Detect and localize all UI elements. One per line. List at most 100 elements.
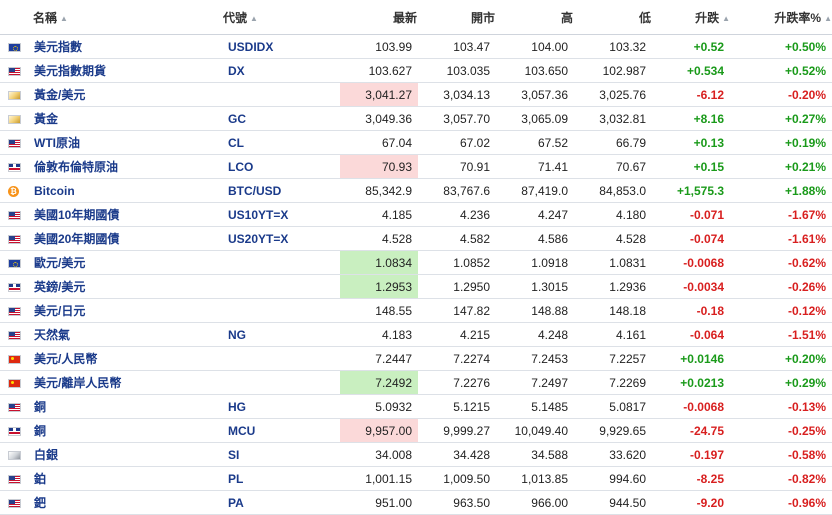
open-price: 1,009.50 bbox=[418, 466, 496, 491]
instrument-code-link[interactable]: NG bbox=[222, 322, 340, 347]
silver-icon bbox=[8, 450, 21, 460]
instrument-name-link[interactable]: 美元指數期貨 bbox=[32, 58, 222, 83]
table-row[interactable]: 美元/日元 148.55 147.82 148.88 148.18 -0.18 -0.12% bbox=[0, 298, 832, 323]
table-row[interactable]: 美元/離岸人民幣 7.2492 7.2276 7.2497 7.2269 +0.0213 +… bbox=[0, 370, 832, 395]
sort-by-last-header[interactable]: 最新 bbox=[340, 0, 418, 35]
price-change-pct: +0.19% bbox=[730, 130, 832, 155]
instrument-name-link[interactable]: WTI原油 bbox=[32, 130, 222, 155]
sort-by-low-header[interactable]: 低 bbox=[574, 0, 652, 35]
last-price: 67.04 bbox=[340, 130, 418, 155]
table-row[interactable]: 美元指數 USDIDX 103.99 103.47 104.00 103.32 +0.52 +… bbox=[0, 34, 832, 59]
gold-icon bbox=[8, 114, 21, 124]
instrument-name-link[interactable]: Bitcoin bbox=[32, 178, 222, 203]
sort-by-code-header[interactable]: 代號 ▲ bbox=[222, 0, 340, 35]
table-row[interactable]: 英鎊/美元 1.2953 1.2950 1.3015 1.2936 -0.0034 -0.2… bbox=[0, 274, 832, 299]
open-price: 4.582 bbox=[418, 226, 496, 251]
row-icon-cell bbox=[0, 202, 32, 227]
instrument-code-link[interactable]: US20YT=X bbox=[222, 226, 340, 251]
instrument-name-link[interactable]: 美國10年期國債 bbox=[32, 202, 222, 227]
instrument-name-link[interactable]: 天然氣 bbox=[32, 322, 222, 347]
table-row[interactable]: 銅 HG 5.0932 5.1215 5.1485 5.0817 -0.0068 -0.13% bbox=[0, 394, 832, 419]
table-row[interactable]: 歐元/美元 1.0834 1.0852 1.0918 1.0831 -0.0068 -0.6… bbox=[0, 250, 832, 275]
us-flag-icon bbox=[8, 402, 21, 412]
low-price: 4.528 bbox=[574, 226, 652, 251]
instrument-code-link[interactable] bbox=[222, 250, 340, 275]
last-price: 1.0834 bbox=[340, 250, 418, 275]
table-row[interactable]: 黃金 GC 3,049.36 3,057.70 3,065.09 3,032.81 +8.1… bbox=[0, 106, 832, 131]
table-row[interactable]: 美元/人民幣 7.2447 7.2274 7.2453 7.2257 +0.0146 +0.… bbox=[0, 346, 832, 371]
sort-arrows-icon: ▲ bbox=[250, 13, 258, 23]
table-row[interactable]: 鉑 PL 1,001.15 1,009.50 1,013.85 994.60 -8.25 -0… bbox=[0, 466, 832, 491]
high-price: 87,419.0 bbox=[496, 178, 574, 203]
price-change: -6.12 bbox=[652, 82, 730, 107]
instrument-code-link[interactable] bbox=[222, 274, 340, 299]
open-price: 103.47 bbox=[418, 34, 496, 59]
instrument-name-link[interactable]: 白銀 bbox=[32, 442, 222, 467]
table-row[interactable]: 黃金/美元 3,041.27 3,034.13 3,057.36 3,025.76 -6.… bbox=[0, 82, 832, 107]
low-price: 84,853.0 bbox=[574, 178, 652, 203]
sort-by-name-header[interactable]: 名稱 ▲ bbox=[32, 0, 222, 35]
instrument-name-link[interactable]: 倫敦布倫特原油 bbox=[32, 154, 222, 179]
table-row[interactable]: 天然氣 NG 4.183 4.215 4.248 4.161 -0.064 -1.51% bbox=[0, 322, 832, 347]
table-row[interactable]: 美國20年期國債 US20YT=X 4.528 4.582 4.586 4.528 -0.0… bbox=[0, 226, 832, 251]
uk-flag-icon bbox=[8, 162, 21, 172]
instrument-name-link[interactable]: 美元/人民幣 bbox=[32, 346, 222, 371]
table-row[interactable]: ₿ Bitcoin BTC/USD 85,342.9 83,767.6 87,419.0 8… bbox=[0, 178, 832, 203]
price-change: +0.0213 bbox=[652, 370, 730, 395]
sort-by-change-pct-header[interactable]: 升跌率% ▲ bbox=[730, 0, 832, 35]
instrument-code-link[interactable]: DX bbox=[222, 58, 340, 83]
last-price: 7.2447 bbox=[340, 346, 418, 371]
sort-by-high-header[interactable]: 高 bbox=[496, 0, 574, 35]
instrument-name-link[interactable]: 美元指數 bbox=[32, 34, 222, 59]
sort-by-open-header[interactable]: 開市 bbox=[418, 0, 496, 35]
instrument-code-link[interactable]: PL bbox=[222, 466, 340, 491]
price-change: +0.52 bbox=[652, 34, 730, 59]
sort-by-change-header[interactable]: 升跌 ▲ bbox=[652, 0, 730, 35]
last-price: 1,001.15 bbox=[340, 466, 418, 491]
last-price: 34.008 bbox=[340, 442, 418, 467]
instrument-code-link[interactable]: USDIDX bbox=[222, 34, 340, 59]
last-price: 148.55 bbox=[340, 298, 418, 323]
instrument-name-link[interactable]: 歐元/美元 bbox=[32, 250, 222, 275]
instrument-code-link[interactable]: CL bbox=[222, 130, 340, 155]
instrument-code-link[interactable] bbox=[222, 346, 340, 371]
high-price: 67.52 bbox=[496, 130, 574, 155]
instrument-name-link[interactable]: 英鎊/美元 bbox=[32, 274, 222, 299]
instrument-code-link[interactable]: HG bbox=[222, 394, 340, 419]
instrument-code-link[interactable] bbox=[222, 370, 340, 395]
price-change: -8.25 bbox=[652, 466, 730, 491]
instrument-name-link[interactable]: 鉑 bbox=[32, 466, 222, 491]
instrument-code-link[interactable] bbox=[222, 298, 340, 323]
instrument-name-link[interactable]: 美元/離岸人民幣 bbox=[32, 370, 222, 395]
instrument-code-link[interactable] bbox=[222, 82, 340, 107]
instrument-code-link[interactable]: BTC/USD bbox=[222, 178, 340, 203]
cn-flag-icon bbox=[8, 378, 21, 388]
price-change: +0.0146 bbox=[652, 346, 730, 371]
instrument-name-link[interactable]: 美元/日元 bbox=[32, 298, 222, 323]
instrument-code-link[interactable]: GC bbox=[222, 106, 340, 131]
instrument-code-link[interactable]: SI bbox=[222, 442, 340, 467]
price-change-pct: +0.29% bbox=[730, 370, 832, 395]
table-row[interactable]: 美元指數期貨 DX 103.627 103.035 103.650 102.987 +0.5… bbox=[0, 58, 832, 83]
table-row[interactable]: 白銀 SI 34.008 34.428 34.588 33.620 -0.197 -0.58% bbox=[0, 442, 832, 467]
instrument-name-link[interactable]: 美國20年期國債 bbox=[32, 226, 222, 251]
instrument-name-link[interactable]: 鈀 bbox=[32, 490, 222, 515]
table-body: 美元指數 USDIDX 103.99 103.47 104.00 103.32 +0.52 +… bbox=[0, 34, 832, 515]
low-price: 1.0831 bbox=[574, 250, 652, 275]
instrument-name-link[interactable]: 黃金/美元 bbox=[32, 82, 222, 107]
instrument-name-link[interactable]: 銅 bbox=[32, 418, 222, 443]
table-row[interactable]: WTI原油 CL 67.04 67.02 67.52 66.79 +0.13 +0.19% bbox=[0, 130, 832, 155]
table-row[interactable]: 美國10年期國債 US10YT=X 4.185 4.236 4.247 4.180 -0.0… bbox=[0, 202, 832, 227]
table-row[interactable]: 倫敦布倫特原油 LCO 70.93 70.91 71.41 70.67 +0.15 +0.21… bbox=[0, 154, 832, 179]
instrument-name-link[interactable]: 黃金 bbox=[32, 106, 222, 131]
instrument-name-link[interactable]: 銅 bbox=[32, 394, 222, 419]
table-row[interactable]: 銅 MCU 9,957.00 9,999.27 10,049.40 9,929.65 -24… bbox=[0, 418, 832, 443]
instrument-code-link[interactable]: LCO bbox=[222, 154, 340, 179]
flag-column-header bbox=[0, 0, 32, 35]
table-row[interactable]: 鈀 PA 951.00 963.50 966.00 944.50 -9.20 -0.96% bbox=[0, 490, 832, 515]
instrument-code-link[interactable]: MCU bbox=[222, 418, 340, 443]
price-change: -0.074 bbox=[652, 226, 730, 251]
instrument-code-link[interactable]: US10YT=X bbox=[222, 202, 340, 227]
instrument-code-link[interactable]: PA bbox=[222, 490, 340, 515]
